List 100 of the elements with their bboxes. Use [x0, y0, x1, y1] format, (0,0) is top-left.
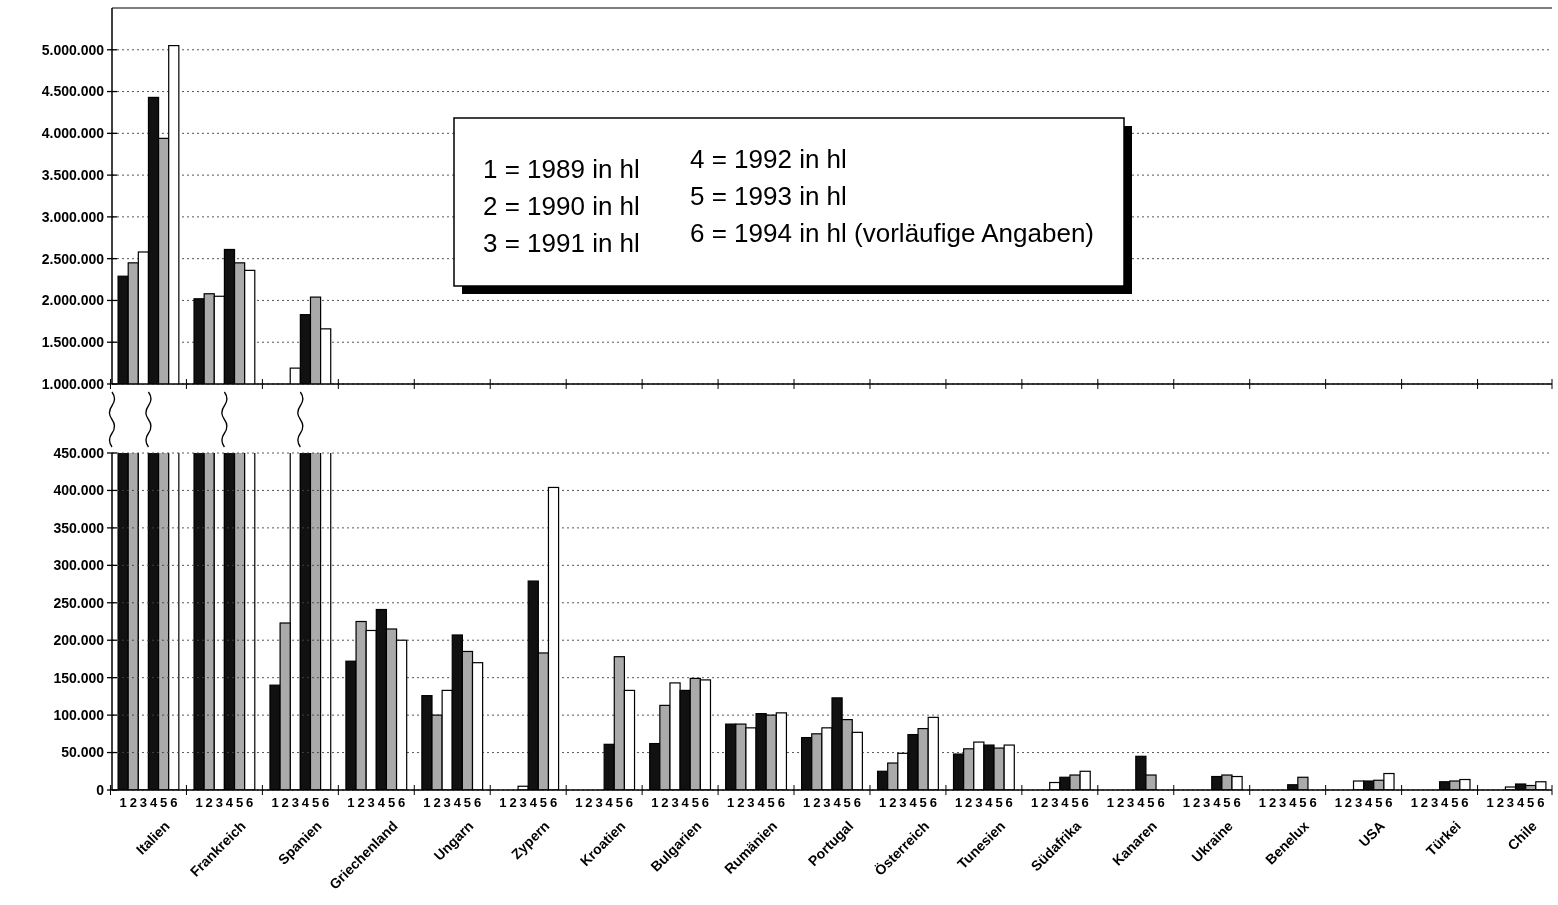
text: 1	[119, 795, 127, 810]
text: 5	[615, 795, 623, 810]
text: 1	[1486, 795, 1494, 810]
text: 2	[585, 795, 593, 810]
text: 3	[899, 795, 907, 810]
y-tick-label: 400.000	[53, 482, 105, 499]
text: 5	[919, 795, 927, 810]
text: 4	[149, 795, 158, 810]
text: 1	[1258, 795, 1266, 810]
text: 1	[423, 795, 431, 810]
text: 1	[879, 795, 887, 810]
text: 6	[1461, 795, 1469, 810]
y-tick-label: 100.000	[53, 707, 105, 724]
text: 1	[1334, 795, 1342, 810]
text: 1	[803, 795, 811, 810]
annotation: 4 = 1992 in hl	[690, 144, 847, 174]
text: 4	[605, 795, 613, 810]
text: 6	[1537, 795, 1545, 810]
text: 5	[767, 795, 775, 810]
y-tick-label: 2.500.000	[41, 250, 105, 267]
text: 1	[1182, 795, 1191, 810]
text: 6	[549, 795, 558, 810]
text: 1	[1106, 795, 1115, 810]
text: 4	[1061, 795, 1069, 810]
annotation: 6 = 1994 in hl (vorläufige Angaben)	[690, 218, 1095, 248]
text: 6	[1233, 795, 1241, 810]
text: 6	[929, 795, 937, 810]
text: 1	[1030, 795, 1039, 810]
text: 2	[509, 795, 517, 810]
y-tick-label: 1.000.000	[41, 375, 105, 392]
y-tick-label: 50.000	[61, 744, 105, 761]
series-label: 6	[398, 795, 406, 810]
text: 3	[1354, 795, 1363, 810]
text: 6	[701, 795, 710, 810]
text: 4	[909, 795, 917, 810]
x-tick-label: USA	[1355, 817, 1388, 850]
text: 6	[1005, 795, 1013, 810]
text: 5	[1451, 795, 1459, 810]
y-tick-label: 3.000.000	[41, 208, 105, 225]
text: 5	[160, 795, 168, 810]
text: 2	[737, 795, 745, 810]
text: 3	[519, 795, 527, 810]
y-tick-label: 2.000.000	[41, 292, 105, 309]
text: 2	[1041, 795, 1049, 810]
series-label: 2	[281, 795, 289, 810]
text: 4	[1365, 795, 1373, 810]
text: 3	[823, 795, 831, 810]
text: 1	[347, 795, 355, 810]
y-tick-label: 1.500.000	[41, 334, 105, 351]
text: 2	[1268, 795, 1277, 810]
y-tick-label: 4.000.000	[41, 125, 105, 142]
y-tick-label: 300.000	[53, 557, 105, 574]
text: 3	[1203, 795, 1211, 810]
text: 3	[975, 795, 983, 810]
text: 2	[965, 795, 973, 810]
text: 2	[205, 795, 213, 810]
series-label: 4	[377, 795, 386, 810]
text: 6	[1385, 795, 1393, 810]
text: 4	[1137, 795, 1145, 810]
text: 2	[1116, 795, 1125, 810]
series-label: 3	[367, 795, 375, 810]
text: 3	[443, 795, 451, 810]
text: 1	[195, 795, 203, 810]
text: 4	[681, 795, 689, 810]
text: 2	[129, 795, 137, 810]
y-tick-label: 200.000	[53, 632, 105, 649]
text: 6	[322, 795, 330, 810]
text: 4	[833, 795, 841, 810]
text: 4	[225, 795, 234, 810]
text: 3	[595, 795, 603, 810]
y-tick-label: 250.000	[53, 594, 105, 611]
text: 5	[1299, 795, 1307, 810]
text: 2	[889, 795, 897, 810]
series-label: 1	[271, 795, 279, 810]
text: 3	[1279, 795, 1287, 810]
text: 1	[575, 795, 583, 810]
text: 3	[291, 795, 299, 810]
annotation: 1 = 1989 in hl	[483, 154, 640, 184]
annotation: 5 = 1993 in hl	[690, 181, 847, 211]
text: 5	[539, 795, 548, 810]
text: 4	[453, 795, 461, 810]
y-tick-label: 0	[96, 781, 105, 798]
text: 1	[651, 795, 659, 810]
text: 4	[301, 795, 310, 810]
annotation: 2 = 1990 in hl	[483, 191, 640, 221]
text: 4	[1516, 795, 1525, 810]
text: 5	[1147, 795, 1155, 810]
text: 4	[757, 795, 765, 810]
text: 3	[139, 795, 148, 810]
text: 6	[777, 795, 785, 810]
text: 1	[727, 795, 735, 810]
y-tick-label: 150.000	[53, 669, 105, 686]
text: 4	[1289, 795, 1297, 810]
text: 5	[1071, 795, 1079, 810]
text: 2	[1344, 795, 1353, 810]
text: 3	[747, 795, 755, 810]
text: 6	[1081, 795, 1089, 810]
text: 5	[311, 795, 320, 810]
y-tick-label: 4.500.000	[41, 83, 105, 100]
text: 2	[1192, 795, 1201, 810]
